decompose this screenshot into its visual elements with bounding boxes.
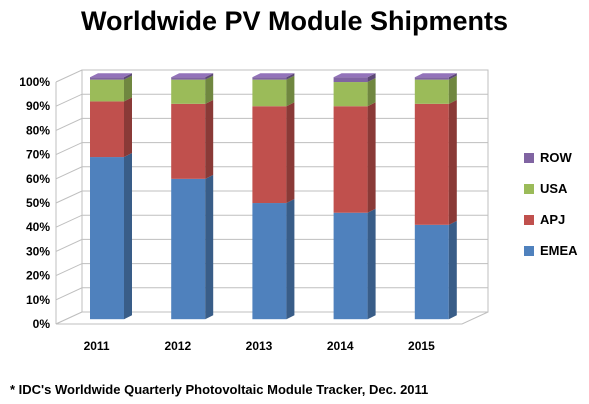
- x-tick-label: 2014: [327, 339, 354, 353]
- bar-segment-emea: [414, 220, 457, 320]
- y-tick-label: 70%: [26, 148, 50, 162]
- x-tick-label: 2011: [84, 339, 110, 353]
- legend-swatch: [524, 215, 534, 225]
- y-tick-label: 80%: [26, 123, 50, 137]
- bar-segment-row: [414, 73, 457, 80]
- y-tick-label: 10%: [26, 293, 50, 307]
- bar-segment-emea: [171, 174, 214, 320]
- x-tick-label: 2013: [246, 339, 273, 353]
- bars: [90, 73, 457, 320]
- bar-segment-apj: [252, 102, 295, 204]
- x-axis-ticks: 2011 2012 2013 2014 2015: [84, 339, 435, 353]
- bar-segment-row: [171, 73, 214, 80]
- bar-segment-row: [252, 73, 295, 80]
- y-tick-label: 90%: [26, 99, 50, 113]
- legend-label: ROW: [540, 150, 572, 165]
- y-tick-label: 60%: [26, 172, 50, 186]
- gridline: [55, 69, 488, 83]
- y-tick-label: 0%: [33, 317, 51, 331]
- legend-swatch: [524, 246, 534, 256]
- legend-swatch: [524, 184, 534, 194]
- y-tick-label: 30%: [26, 244, 50, 258]
- y-tick-label: 20%: [26, 269, 50, 283]
- y-tick-label: 40%: [26, 220, 50, 234]
- bar-segment-apj: [90, 97, 132, 158]
- chart-title: Worldwide PV Module Shipments: [80, 6, 509, 36]
- legend-label: USA: [540, 181, 568, 196]
- legend-label: EMEA: [540, 243, 578, 258]
- y-tick-label: 100%: [19, 75, 50, 89]
- x-tick-label: 2012: [164, 339, 191, 353]
- x-tick-label: 2015: [408, 339, 435, 353]
- bar-segment-emea: [90, 153, 132, 320]
- bar-segment-apj: [414, 99, 457, 225]
- y-tick-label: 50%: [26, 196, 50, 210]
- bar-segment-usa: [414, 75, 457, 104]
- bar-segment-usa: [333, 78, 376, 107]
- bar-segment-row: [333, 73, 376, 83]
- y-axis-ticks: 0% 10% 20% 30% 40% 50% 60% 70% 80% 90% 100%: [19, 75, 50, 331]
- bar-segment-usa: [171, 75, 214, 104]
- bar-segment-usa: [90, 75, 132, 102]
- bar-segment-apj: [171, 99, 214, 179]
- bar-segment-apj: [333, 102, 376, 213]
- bar-segment-row: [90, 73, 132, 80]
- legend-label: APJ: [540, 212, 566, 227]
- bar-segment-usa: [252, 75, 295, 107]
- footnote: * IDC's Worldwide Quarterly Photovoltaic…: [10, 382, 429, 397]
- bar-segment-emea: [333, 208, 376, 320]
- legend-swatch: [524, 153, 534, 163]
- bar-segment-emea: [252, 199, 295, 320]
